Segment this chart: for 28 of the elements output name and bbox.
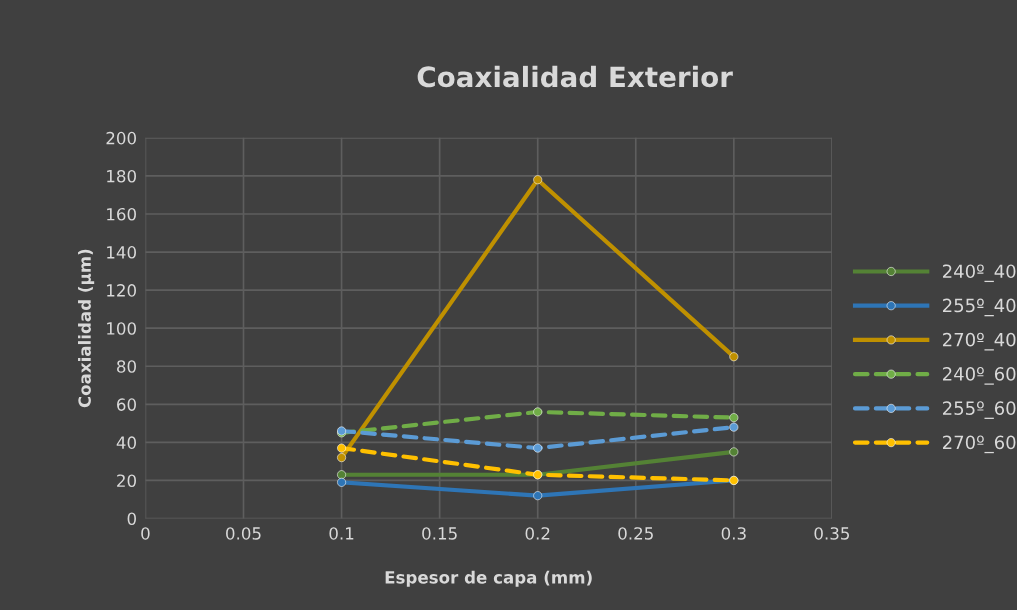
y-tick-label: 140: [107, 246, 136, 259]
x-tick-label: 0.35: [814, 527, 850, 540]
x-tick-label: 0.2: [525, 527, 550, 540]
legend-label: 255º_60: [943, 401, 1016, 419]
x-tick-label: 0.1: [329, 527, 354, 540]
x-axis-title: Espesor de capa (mm): [385, 570, 592, 587]
legend-label: 240º_40: [943, 264, 1016, 283]
y-tick-label: 0: [127, 512, 136, 526]
y-tick-label: 40: [116, 436, 136, 449]
y-tick-label: 120: [107, 284, 136, 297]
y-tick-label: 180: [107, 169, 136, 183]
legend-label: 270º_60: [943, 435, 1016, 454]
y-tick-label: 100: [107, 322, 136, 335]
y-tick-label: 80: [117, 360, 136, 373]
y-tick-label: 200: [106, 131, 136, 145]
x-tick-label: 0.05: [226, 527, 261, 540]
x-tick-label: 0.3: [721, 527, 746, 540]
chart-title: Coaxialidad Exterior: [417, 65, 733, 88]
legend-label: 255º_40: [943, 298, 1016, 317]
legend-label: 240º_60: [943, 367, 1016, 385]
x-tick-label: 0.25: [618, 527, 653, 540]
x-tick-label: 0.15: [422, 527, 457, 540]
y-tick-label: 160: [107, 207, 136, 221]
y-tick-label: 60: [117, 398, 136, 411]
y-tick-label: 20: [117, 474, 136, 488]
legend-label: 270º_40: [943, 332, 1016, 351]
x-tick-label: 0: [141, 527, 150, 540]
y-axis-title: Coaxialidad (µm): [78, 249, 95, 408]
